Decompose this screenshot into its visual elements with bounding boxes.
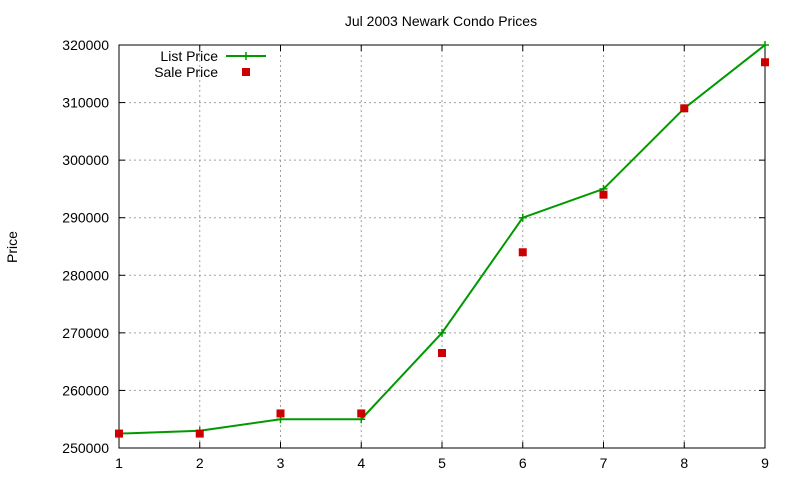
plot-area [115, 41, 769, 438]
x-tick-label: 2 [196, 455, 204, 471]
data-point [761, 58, 769, 67]
data-point [518, 248, 527, 257]
axes [118, 44, 766, 449]
data-point [599, 190, 608, 199]
data-point [518, 213, 527, 222]
y-axis-label: Price [4, 231, 20, 263]
legend-label: List Price [160, 48, 218, 64]
series-2 [115, 58, 769, 438]
x-tick-label: 3 [277, 455, 285, 471]
data-point [276, 409, 285, 418]
x-tick-label: 5 [438, 455, 446, 471]
x-tick-label: 7 [600, 455, 608, 471]
data-point [761, 41, 769, 49]
data-point [680, 104, 689, 113]
x-tick-label: 8 [680, 455, 688, 471]
legend-label: Sale Price [154, 64, 218, 80]
data-point [438, 328, 446, 337]
data-point [115, 429, 123, 438]
y-tick-label: 250000 [62, 440, 109, 456]
y-tick-label: 270000 [62, 325, 109, 341]
legend-swatch-marker [242, 52, 250, 60]
y-tick-label: 320000 [62, 37, 109, 53]
y-tick-label: 290000 [62, 210, 109, 226]
grid [119, 45, 765, 448]
y-tick-label: 300000 [62, 152, 109, 168]
x-tick-label: 1 [115, 455, 123, 471]
legend-swatch-marker [242, 68, 250, 76]
data-point [195, 429, 204, 438]
x-tick-label: 6 [519, 455, 527, 471]
y-tick-label: 310000 [62, 95, 109, 111]
tick-labels: 1 2 3 4 5 6 7 8 9 250000 260000 270000 280000 290000 3… [62, 37, 769, 471]
x-tick-label: 9 [761, 455, 769, 471]
data-point [357, 409, 366, 418]
data-point [438, 349, 446, 358]
y-tick-label: 280000 [62, 267, 109, 283]
y-tick-label: 260000 [62, 382, 109, 398]
chart-title: Jul 2003 Newark Condo Prices [345, 13, 537, 29]
x-tick-label: 4 [357, 455, 365, 471]
